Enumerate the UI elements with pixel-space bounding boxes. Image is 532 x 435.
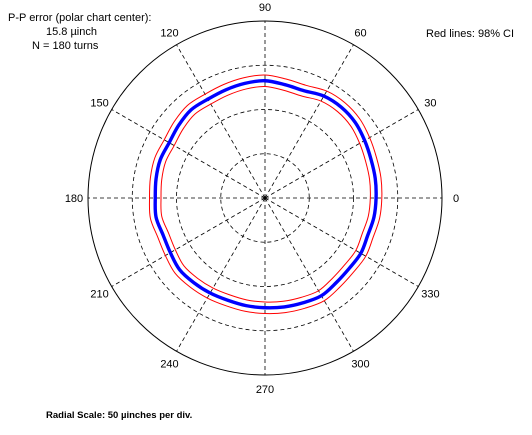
angle-labels: 0 30 60 90 120 150 180 210 240 270 300 330 (65, 2, 459, 396)
angle-tick-label: 0 (453, 193, 459, 205)
polar-grid (87, 20, 443, 376)
angle-tick-label: 90 (259, 2, 271, 14)
angle-tick-label: 30 (424, 98, 436, 110)
angle-tick-label: 210 (90, 289, 108, 301)
series-mean-line (153, 79, 378, 310)
grid-spoke (264, 109, 419, 199)
series-ci-upper-line (148, 74, 383, 315)
ci-legend-label: Red lines: 98% CI (426, 28, 515, 40)
grid-ring (176, 109, 354, 287)
grid-spoke (111, 109, 266, 199)
angle-tick-label: 240 (160, 358, 178, 370)
angle-tick-label: 300 (351, 358, 369, 370)
angle-tick-label: 60 (354, 28, 366, 40)
grid-spoke (111, 197, 266, 287)
angle-tick-label: 120 (160, 28, 178, 40)
series-ci-lower-line (160, 85, 371, 303)
grid-spoke (264, 44, 354, 199)
grid-spoke (176, 44, 266, 199)
angle-tick-label: 150 (90, 98, 108, 110)
grid-spoke (176, 197, 266, 352)
angle-tick-label: 180 (65, 193, 83, 205)
pp-error-value: 15.8 µinch (46, 26, 97, 38)
series-layer (148, 74, 383, 315)
grid-spoke (264, 197, 419, 287)
pp-error-label: P-P error (polar chart center): (8, 12, 152, 24)
grid-spoke (264, 197, 354, 352)
angle-tick-label: 330 (421, 289, 439, 301)
angle-tick-label: 270 (256, 384, 274, 396)
grid-ring (131, 64, 399, 332)
turns-count: N = 180 turns (32, 40, 99, 52)
radial-scale-label: Radial Scale: 50 µinches per div. (46, 410, 192, 421)
